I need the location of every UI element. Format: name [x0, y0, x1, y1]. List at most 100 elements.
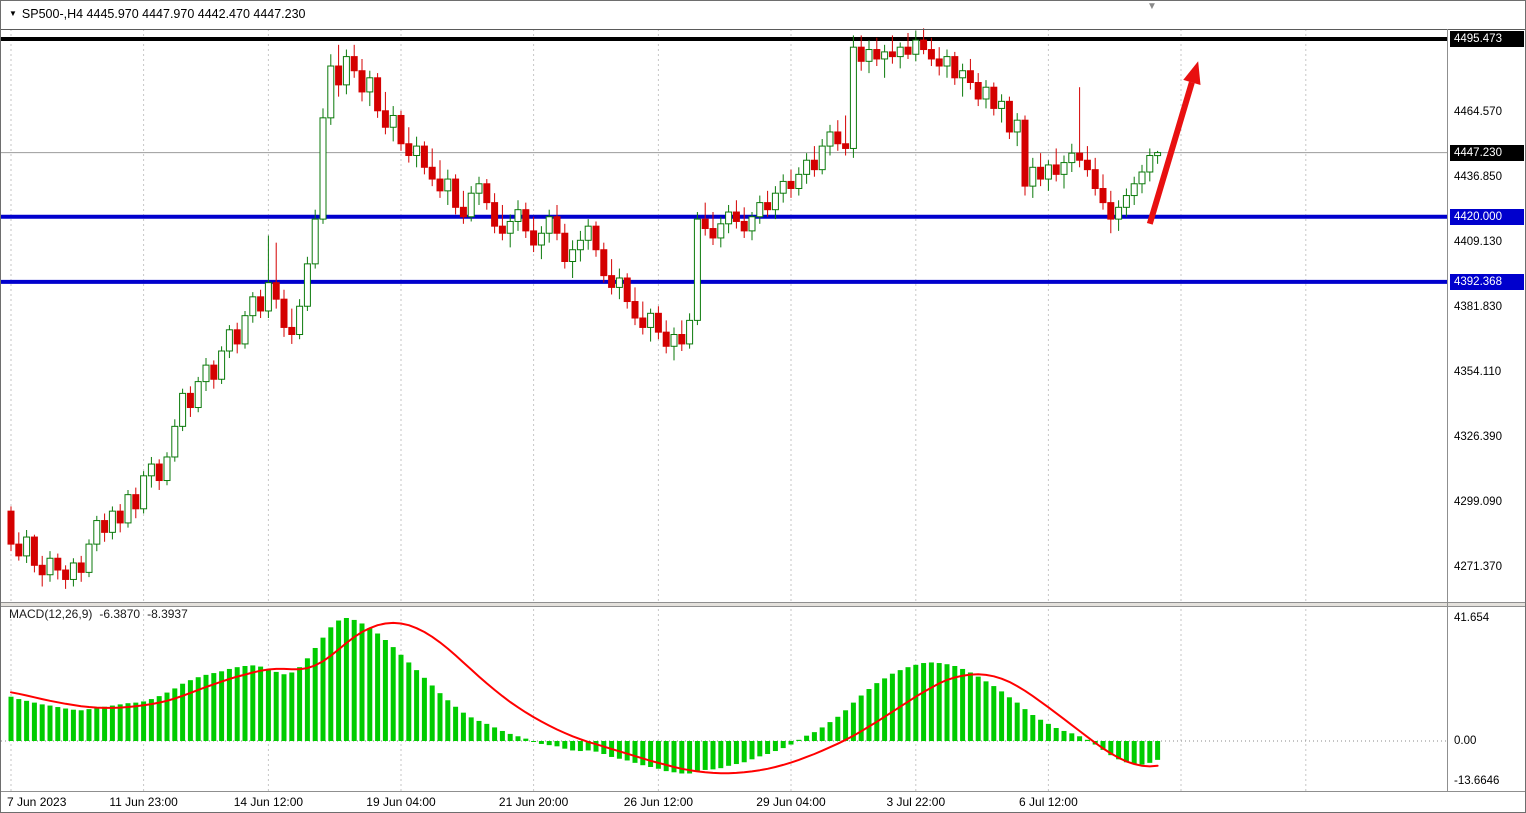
price-tick-label: 4271.370 [1454, 560, 1502, 573]
candle-up [1138, 171, 1146, 185]
candle-up [865, 49, 873, 62]
candle-down [732, 211, 740, 222]
macd-bar [375, 633, 381, 741]
macd-bar [687, 741, 693, 774]
macd-bar [406, 662, 412, 741]
candle-down [374, 77, 382, 112]
macd-bar [476, 720, 482, 741]
macd-bar [1061, 730, 1067, 741]
candle-up [1044, 164, 1052, 180]
indicator-axis[interactable]: 41.654 0.00 -13.6646 [1447, 602, 1525, 791]
macd-bar [843, 710, 849, 741]
candle-up [366, 77, 374, 93]
macd-bar [1030, 715, 1036, 741]
candle-up [1068, 152, 1076, 164]
candle-down [186, 392, 194, 409]
candle-down [709, 228, 717, 239]
candle-down [927, 49, 935, 60]
candle-down [350, 56, 358, 72]
candle-down [288, 326, 296, 336]
candle-up [296, 305, 304, 336]
candle-down [7, 510, 15, 545]
macd-bar [1014, 702, 1020, 741]
candle-up [327, 65, 335, 119]
candle-up [717, 223, 725, 239]
candle-up [444, 178, 452, 192]
candle-up [303, 263, 311, 307]
macd-bar [258, 666, 264, 741]
macd-bar [1038, 719, 1044, 741]
candle-up [1060, 162, 1068, 175]
price-tick-label: 4464.570 [1454, 105, 1502, 118]
candle-up [23, 536, 31, 557]
time-tick-label: 26 Jun 12:00 [623, 795, 694, 809]
macd-bar [944, 664, 950, 741]
macd-bar [125, 703, 131, 741]
macd-bar [484, 723, 490, 741]
candle-up [171, 425, 179, 458]
macd-bar [905, 667, 911, 741]
price-tag: 4392.368 [1450, 273, 1524, 290]
candles-series [7, 28, 1162, 589]
candle-up [779, 180, 787, 194]
macd-bar [616, 741, 622, 759]
macd-bar [694, 741, 700, 772]
candle-down [522, 209, 530, 232]
candle-down [358, 70, 366, 93]
candle-up [467, 192, 475, 218]
macd-signal-line [10, 621, 1159, 775]
macd-bar [1053, 728, 1059, 741]
macd-bar [757, 741, 763, 757]
candle-down [608, 275, 616, 288]
price-tick-label: 4436.850 [1454, 171, 1502, 184]
chart-shift-marker-icon[interactable]: ▼ [1147, 1, 1157, 12]
macd-indicator-label: MACD(12,26,9) -6.3870 -8.3937 [9, 607, 195, 621]
macd-bar [858, 695, 864, 741]
candle-down [335, 65, 343, 86]
price-tag: 4447.230 [1450, 144, 1524, 161]
candle-up [179, 392, 187, 427]
macd-bar [390, 647, 396, 741]
time-tick-label: 11 Jun 23:00 [109, 795, 178, 809]
macd-bar [70, 709, 76, 741]
candle-up [1154, 152, 1162, 157]
macd-bar [445, 700, 451, 741]
macd-name: MACD(12,26,9) [9, 607, 93, 621]
candle-up [1122, 195, 1130, 208]
symbol-info-bar: ▼ SP500-,H4 4445.970 4447.970 4442.470 4… [9, 7, 306, 21]
macd-bar [702, 741, 708, 770]
gridlines [10, 29, 1307, 791]
candle-up [163, 456, 171, 482]
macd-bar [63, 708, 69, 741]
candle-up [725, 211, 733, 225]
candle-down [592, 225, 600, 251]
candle-up [982, 86, 990, 100]
price-tag: 4420.000 [1450, 208, 1524, 225]
trend-arrow[interactable] [1146, 61, 1201, 225]
candle-up [569, 249, 577, 262]
macd-bar [289, 672, 295, 741]
macd-bar [967, 672, 973, 741]
macd-bar [655, 741, 661, 769]
macd-bar [281, 674, 287, 741]
horizontal-level-lines[interactable] [1, 37, 1447, 284]
candle-down [740, 220, 748, 232]
macd-bar [24, 700, 30, 741]
macd-bar [827, 722, 833, 741]
candle-down [1099, 187, 1107, 204]
candle-down [405, 143, 413, 157]
indicator-pane-divider[interactable] [1, 602, 1525, 607]
time-axis[interactable]: 7 Jun 2023 11 Jun 23:00 14 Jun 12:00 19 Jun… [1, 792, 1525, 812]
candle-down [873, 49, 881, 60]
candle-down [132, 494, 140, 510]
candle-up [943, 56, 951, 67]
macd-bar [226, 668, 232, 741]
time-tick-label: 19 Jun 04:00 [366, 795, 436, 809]
macd-bar [1006, 697, 1012, 741]
candle-down [561, 232, 569, 262]
candle-down [810, 159, 818, 171]
macd-bar [1022, 709, 1028, 741]
price-axis[interactable]: 4464.570 4436.850 4409.130 4381.830 4354.110… [1447, 29, 1525, 602]
